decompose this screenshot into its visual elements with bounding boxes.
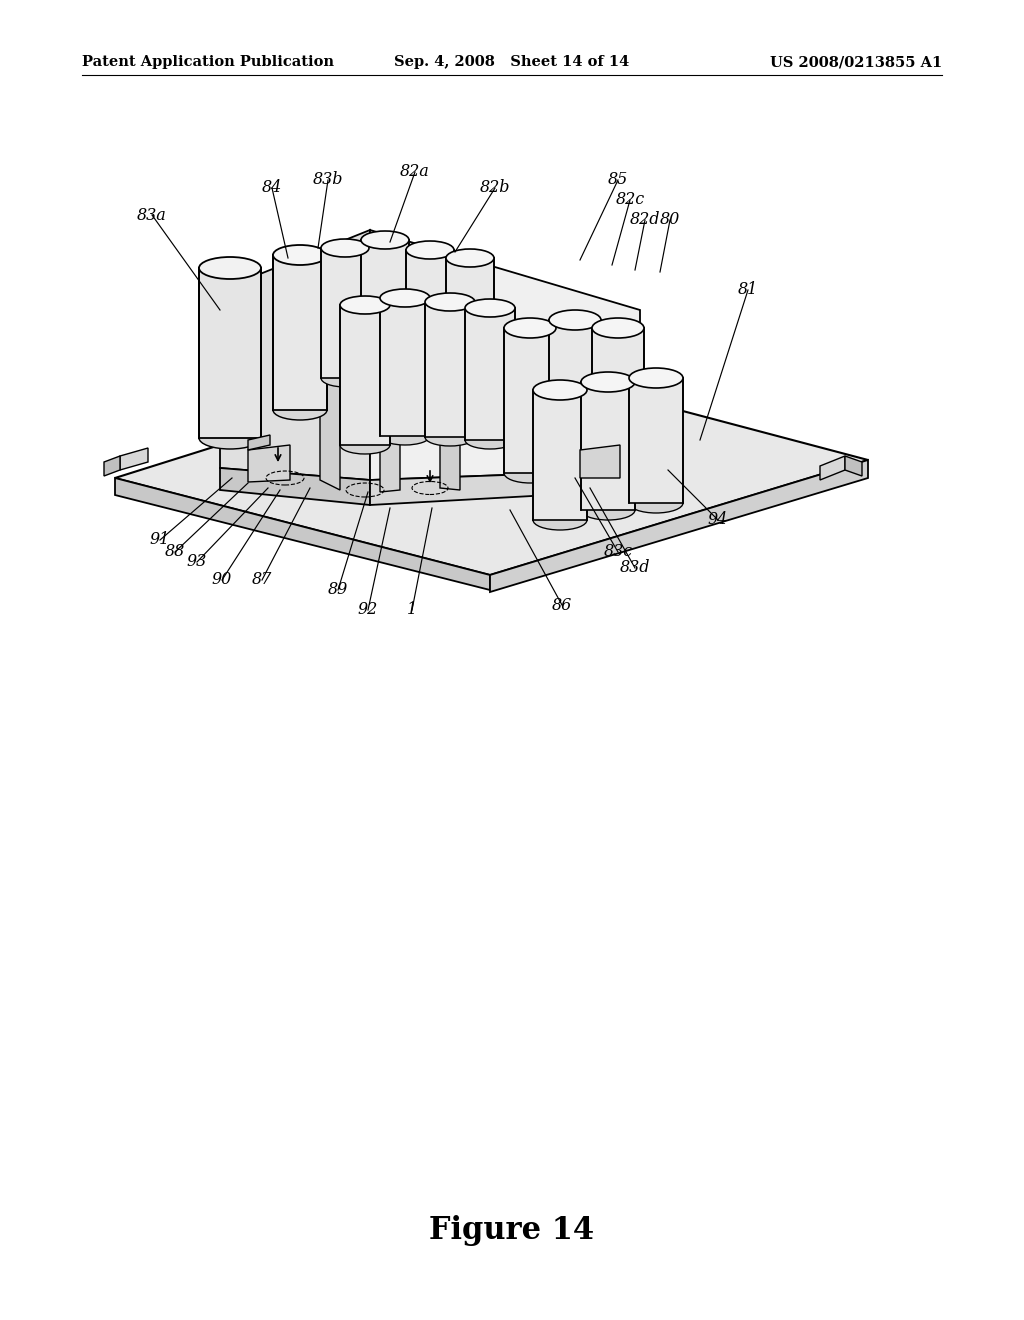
Text: 90: 90 [212, 572, 232, 589]
Text: 1: 1 [407, 602, 417, 619]
Text: 83d: 83d [620, 560, 650, 577]
Polygon shape [446, 257, 494, 380]
Text: 87: 87 [252, 572, 272, 589]
Ellipse shape [581, 500, 635, 520]
Text: 82a: 82a [400, 164, 430, 181]
Text: 92: 92 [357, 602, 378, 619]
Ellipse shape [534, 510, 587, 531]
Ellipse shape [629, 368, 683, 388]
Polygon shape [581, 381, 635, 510]
Polygon shape [340, 305, 390, 445]
Polygon shape [380, 292, 400, 492]
Ellipse shape [425, 428, 475, 446]
Text: 80: 80 [659, 211, 680, 228]
Polygon shape [504, 327, 556, 473]
Polygon shape [115, 360, 868, 576]
Text: 85: 85 [608, 172, 628, 189]
Text: 82b: 82b [480, 180, 510, 197]
Polygon shape [845, 455, 862, 477]
Ellipse shape [199, 426, 261, 449]
Ellipse shape [406, 366, 454, 384]
Text: 91: 91 [150, 532, 170, 549]
Ellipse shape [361, 231, 409, 249]
Ellipse shape [273, 246, 327, 265]
Text: 84: 84 [262, 180, 283, 197]
Polygon shape [361, 240, 409, 370]
Ellipse shape [446, 371, 494, 389]
Ellipse shape [380, 289, 430, 308]
Polygon shape [220, 469, 370, 506]
Polygon shape [440, 305, 460, 490]
Ellipse shape [549, 451, 601, 473]
Polygon shape [580, 445, 620, 478]
Ellipse shape [549, 310, 601, 330]
Text: 82d: 82d [630, 211, 660, 228]
Polygon shape [199, 268, 261, 438]
Polygon shape [629, 378, 683, 503]
Text: Patent Application Publication: Patent Application Publication [82, 55, 334, 69]
Text: 94: 94 [708, 511, 728, 528]
Polygon shape [592, 327, 644, 469]
Text: 88: 88 [165, 544, 185, 561]
Polygon shape [549, 319, 601, 462]
Text: 82c: 82c [615, 191, 645, 209]
Polygon shape [220, 230, 370, 480]
Polygon shape [490, 459, 868, 591]
Polygon shape [380, 298, 430, 436]
Ellipse shape [504, 318, 556, 338]
Ellipse shape [504, 463, 556, 483]
Text: US 2008/0213855 A1: US 2008/0213855 A1 [770, 55, 942, 69]
Text: 83a: 83a [137, 206, 167, 223]
Ellipse shape [380, 426, 430, 445]
Polygon shape [104, 455, 120, 477]
Text: 83b: 83b [312, 172, 343, 189]
Ellipse shape [425, 293, 475, 312]
Text: 89: 89 [328, 582, 348, 598]
Ellipse shape [592, 458, 644, 478]
Ellipse shape [361, 360, 409, 379]
Text: 81: 81 [738, 281, 758, 298]
Polygon shape [248, 445, 290, 482]
Text: Figure 14: Figure 14 [429, 1214, 595, 1246]
Ellipse shape [273, 400, 327, 420]
Ellipse shape [629, 492, 683, 513]
Ellipse shape [534, 380, 587, 400]
Polygon shape [248, 436, 270, 450]
Polygon shape [406, 249, 454, 375]
Ellipse shape [581, 372, 635, 392]
Polygon shape [319, 272, 340, 490]
Ellipse shape [199, 257, 261, 279]
Ellipse shape [465, 432, 515, 449]
Polygon shape [534, 389, 587, 520]
Polygon shape [115, 478, 490, 590]
Polygon shape [120, 447, 148, 470]
Ellipse shape [321, 370, 369, 387]
Ellipse shape [321, 239, 369, 257]
Ellipse shape [592, 318, 644, 338]
Text: 86: 86 [552, 597, 572, 614]
Ellipse shape [340, 436, 390, 454]
Ellipse shape [406, 242, 454, 259]
Polygon shape [370, 470, 640, 506]
Polygon shape [465, 308, 515, 440]
Ellipse shape [340, 296, 390, 314]
Ellipse shape [446, 249, 494, 267]
Text: 83c: 83c [603, 544, 633, 561]
Polygon shape [370, 230, 640, 480]
Polygon shape [820, 455, 845, 480]
Polygon shape [273, 255, 327, 411]
Polygon shape [425, 302, 475, 437]
Ellipse shape [465, 300, 515, 317]
Text: Sep. 4, 2008   Sheet 14 of 14: Sep. 4, 2008 Sheet 14 of 14 [394, 55, 630, 69]
Polygon shape [321, 248, 369, 378]
Text: 93: 93 [186, 553, 207, 570]
